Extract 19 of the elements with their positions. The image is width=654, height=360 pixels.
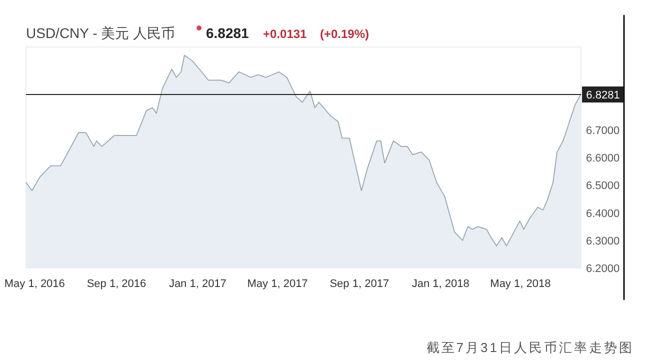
y-tick-label: 6.7000 xyxy=(586,124,620,137)
y-tick-label: 6.6000 xyxy=(586,152,620,164)
y-tick-label: 6.3000 xyxy=(586,235,620,248)
x-tick-label: Jan 1, 2018 xyxy=(412,278,470,290)
y-tick-label: 6.5000 xyxy=(586,180,620,192)
text: 6.8281 xyxy=(206,25,250,41)
y-tick-label: 6.2000 xyxy=(586,263,620,275)
x-tick-label: May 1, 2018 xyxy=(490,278,551,290)
text: 截至7月31日人民币汇率走势图 xyxy=(426,340,634,355)
ref-line-label: 6.8281 xyxy=(586,89,620,102)
x-tick-label: Sep 1, 2017 xyxy=(330,278,390,290)
text: +0.0131 xyxy=(263,27,308,41)
x-tick-label: May 1, 2017 xyxy=(247,278,308,290)
x-tick-label: Jan 1, 2017 xyxy=(168,278,226,290)
chart-title: USD/CNY - 美元 人民币 xyxy=(26,25,176,41)
y-tick-label: 6.4000 xyxy=(586,208,620,220)
x-tick-label: Sep 1, 2016 xyxy=(86,278,146,290)
x-tick-label: May 1, 2016 xyxy=(4,278,65,290)
text: (+0.19%) xyxy=(320,27,370,41)
